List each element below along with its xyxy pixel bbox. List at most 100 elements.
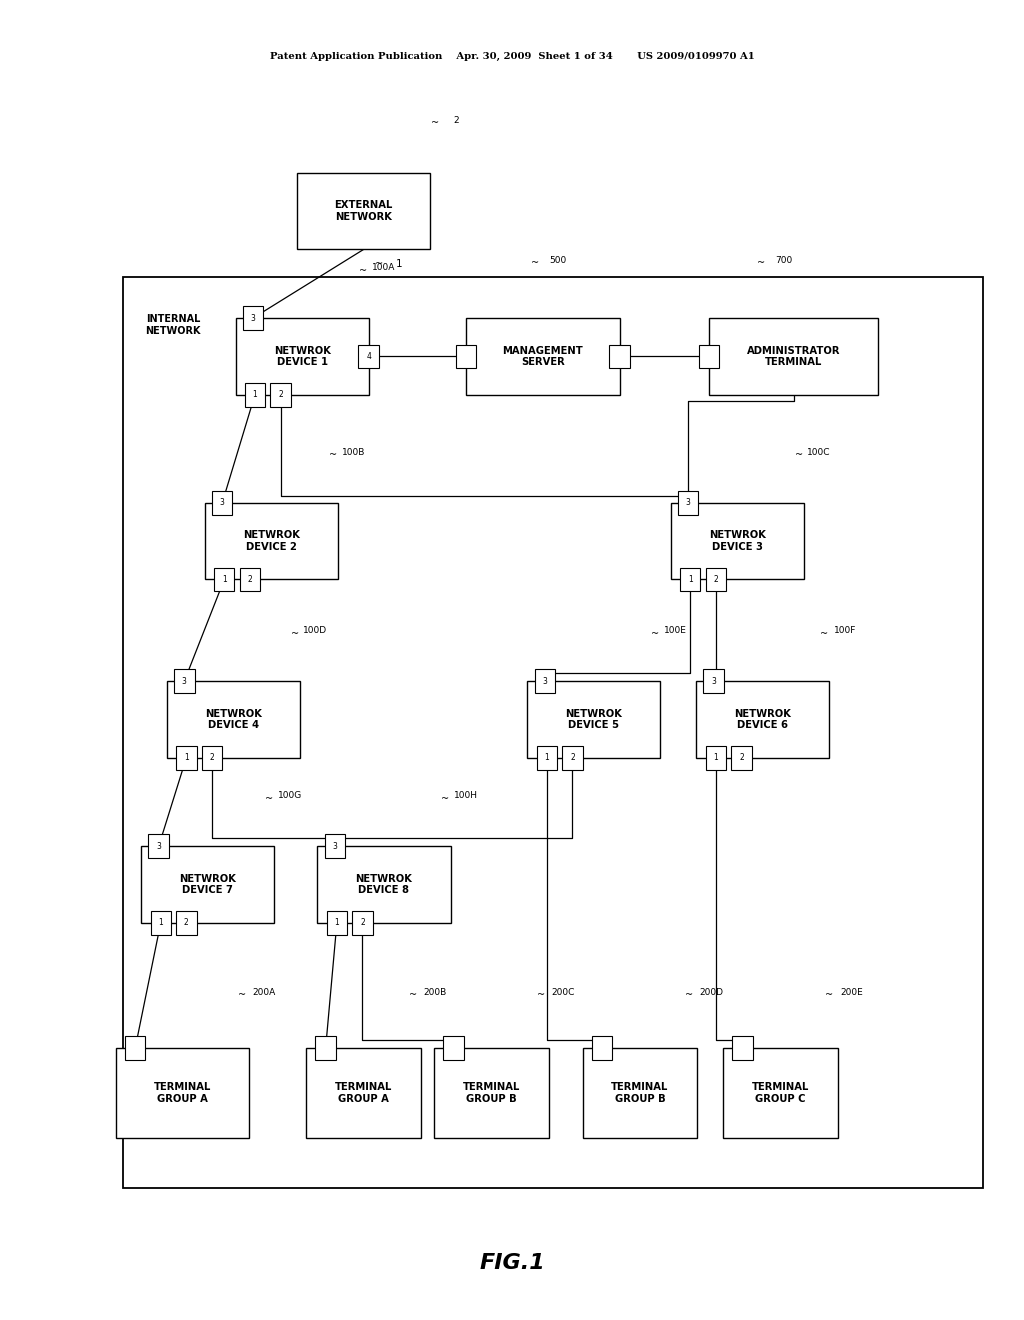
Text: 3: 3 — [157, 842, 161, 850]
Text: NETWROK
DEVICE 1: NETWROK DEVICE 1 — [273, 346, 331, 367]
Text: ~: ~ — [329, 450, 337, 461]
Text: TERMINAL
GROUP A: TERMINAL GROUP A — [335, 1082, 392, 1104]
Bar — [236, 318, 369, 395]
Text: TERMINAL
GROUP C: TERMINAL GROUP C — [752, 1082, 809, 1104]
Text: EXTERNAL
NETWORK: EXTERNAL NETWORK — [334, 201, 393, 222]
Bar — [270, 383, 291, 407]
Text: 2: 2 — [714, 576, 718, 583]
Bar — [671, 503, 804, 579]
Text: ~: ~ — [238, 990, 246, 1001]
Text: 700: 700 — [775, 256, 792, 264]
Bar — [732, 1036, 753, 1060]
Text: 4: 4 — [367, 352, 371, 360]
Bar — [317, 846, 451, 923]
Text: FIG.1: FIG.1 — [479, 1253, 545, 1274]
Text: 2: 2 — [248, 576, 252, 583]
Text: TERMINAL
GROUP B: TERMINAL GROUP B — [463, 1082, 520, 1104]
Bar — [176, 911, 197, 935]
Text: ~: ~ — [825, 990, 834, 1001]
Bar — [245, 383, 265, 407]
Text: TERMINAL
GROUP B: TERMINAL GROUP B — [611, 1082, 669, 1104]
Bar — [306, 1048, 421, 1138]
Text: NETWROK
DEVICE 7: NETWROK DEVICE 7 — [179, 874, 237, 895]
Bar — [535, 669, 555, 693]
Bar — [731, 746, 752, 770]
Bar — [176, 746, 197, 770]
Bar — [443, 1036, 464, 1060]
Text: 1: 1 — [396, 259, 402, 269]
Text: 200A: 200A — [253, 989, 275, 997]
Text: ~: ~ — [441, 793, 450, 804]
Text: 100C: 100C — [808, 449, 830, 457]
Text: NETWROK
DEVICE 5: NETWROK DEVICE 5 — [565, 709, 623, 730]
Text: 3: 3 — [686, 499, 690, 507]
Bar — [325, 834, 345, 858]
Text: INTERNAL
NETWORK: INTERNAL NETWORK — [145, 314, 201, 335]
Text: 500: 500 — [550, 256, 566, 264]
Text: 2: 2 — [453, 116, 459, 124]
Bar — [562, 746, 583, 770]
Text: ~: ~ — [409, 990, 417, 1001]
Text: 100H: 100H — [454, 792, 478, 800]
Bar — [240, 568, 260, 591]
Text: 200B: 200B — [424, 989, 446, 997]
Bar — [116, 1048, 249, 1138]
Text: NETWROK
DEVICE 8: NETWROK DEVICE 8 — [355, 874, 413, 895]
Text: 1: 1 — [222, 576, 226, 583]
Bar — [174, 669, 195, 693]
Bar — [706, 568, 726, 591]
Text: 2: 2 — [210, 754, 214, 762]
Text: MANAGEMENT
SERVER: MANAGEMENT SERVER — [503, 346, 583, 367]
Text: NETWROK
DEVICE 6: NETWROK DEVICE 6 — [734, 709, 792, 730]
Text: 3: 3 — [712, 677, 716, 685]
Bar — [527, 681, 660, 758]
Text: 100B: 100B — [342, 449, 365, 457]
Text: 2: 2 — [184, 919, 188, 927]
Text: 1: 1 — [545, 754, 549, 762]
Text: 1: 1 — [335, 919, 339, 927]
Text: ~: ~ — [265, 793, 273, 804]
Text: TERMINAL
GROUP A: TERMINAL GROUP A — [154, 1082, 211, 1104]
Bar — [141, 846, 274, 923]
Text: ~: ~ — [431, 117, 439, 128]
Text: 1: 1 — [159, 919, 163, 927]
Text: ~: ~ — [537, 990, 545, 1001]
Bar — [709, 318, 879, 395]
Bar — [243, 306, 263, 330]
Bar — [205, 503, 338, 579]
Bar — [706, 746, 726, 770]
Text: ~: ~ — [651, 628, 659, 639]
Text: 3: 3 — [220, 499, 224, 507]
Text: 100A: 100A — [373, 264, 395, 272]
Text: 3: 3 — [251, 314, 255, 322]
Text: ~: ~ — [685, 990, 693, 1001]
Bar — [698, 345, 719, 368]
Text: 3: 3 — [182, 677, 186, 685]
Text: 200C: 200C — [552, 989, 574, 997]
Bar — [723, 1048, 838, 1138]
Bar — [609, 345, 630, 368]
Text: 200E: 200E — [841, 989, 863, 997]
Text: ~: ~ — [795, 450, 803, 461]
Bar — [297, 173, 430, 249]
Text: ADMINISTRATOR
TERMINAL: ADMINISTRATOR TERMINAL — [746, 346, 841, 367]
Bar — [696, 681, 829, 758]
Text: 100D: 100D — [303, 627, 328, 635]
Text: 1: 1 — [184, 754, 188, 762]
Text: 100G: 100G — [278, 792, 302, 800]
Text: 200D: 200D — [699, 989, 724, 997]
Text: ~: ~ — [359, 265, 368, 276]
Text: 1: 1 — [688, 576, 692, 583]
Bar — [123, 277, 983, 1188]
Bar — [358, 345, 379, 368]
Bar — [167, 681, 300, 758]
Bar — [212, 491, 232, 515]
Bar — [315, 1036, 336, 1060]
Bar — [352, 911, 373, 935]
Text: ~: ~ — [531, 257, 540, 268]
Text: 2: 2 — [739, 754, 743, 762]
Text: 1: 1 — [714, 754, 718, 762]
Text: 2: 2 — [570, 754, 574, 762]
Bar — [125, 1036, 145, 1060]
Bar — [680, 568, 700, 591]
